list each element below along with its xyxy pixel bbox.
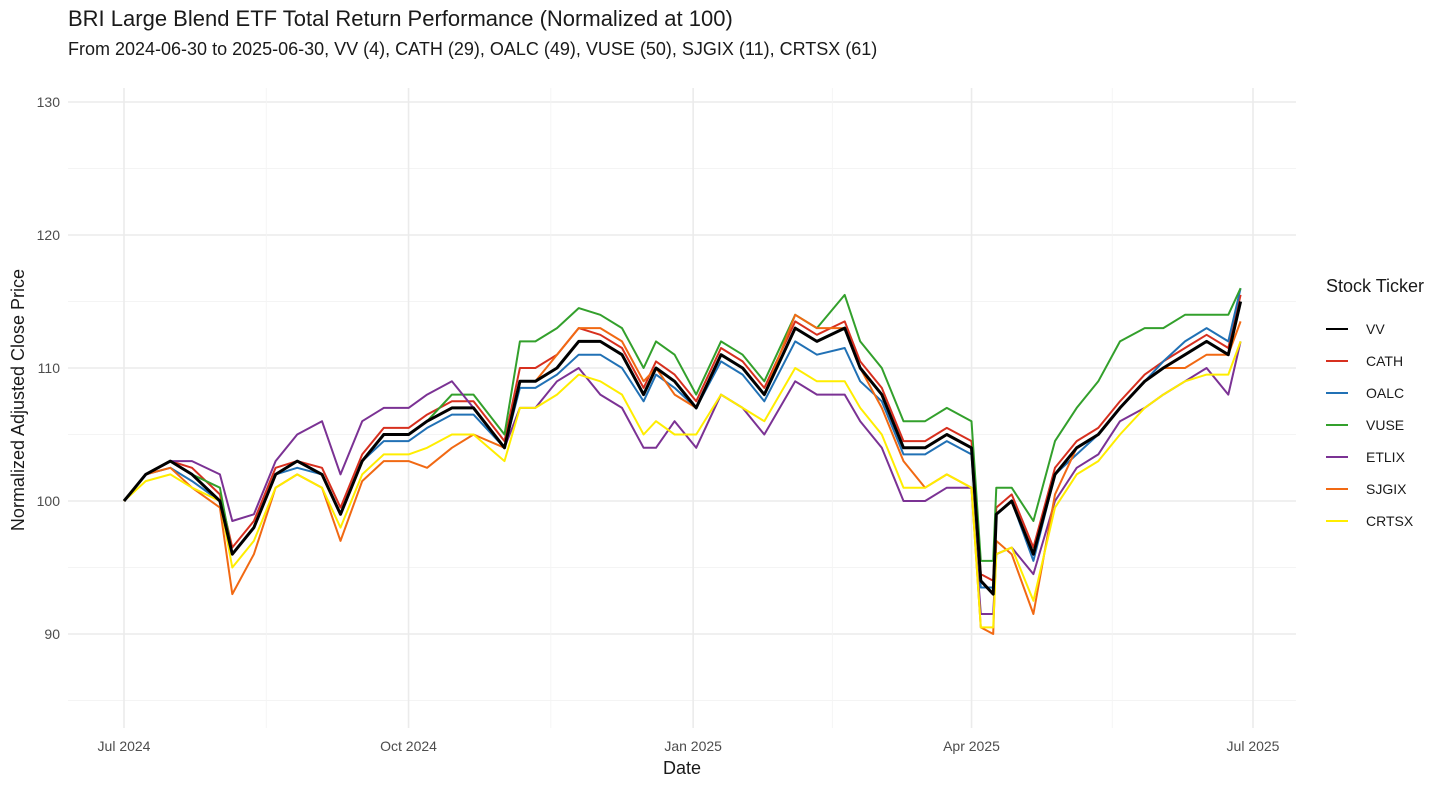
y-tick-label: 130: [37, 94, 61, 110]
legend-item-oalc: OALC: [1326, 377, 1424, 409]
legend-key: [1326, 392, 1348, 394]
legend-title: Stock Ticker: [1326, 276, 1425, 296]
x-tick-label: Apr 2025: [943, 738, 1000, 754]
series-line-oalc: [123, 287, 1242, 589]
legend-item-vv: VV: [1326, 313, 1424, 345]
legend-label: CATH: [1366, 353, 1404, 369]
legend-label: SJGIX: [1366, 481, 1407, 497]
legend-key: [1326, 360, 1348, 362]
legend-key: [1326, 488, 1348, 490]
legend-items: VV CATH OALC VUSE ETLIX SJGIX CRTSX: [1326, 313, 1424, 537]
series-line-vuse: [123, 287, 1242, 562]
x-tick-label: Jul 2024: [98, 738, 151, 754]
legend-label: VV: [1366, 321, 1385, 337]
legend-key: [1326, 424, 1348, 426]
legend-key: [1326, 520, 1348, 522]
x-tick-label: Jan 2025: [664, 738, 722, 754]
legend-item-etlix: ETLIX: [1326, 441, 1424, 473]
y-tick-label: 110: [38, 360, 61, 376]
x-axis-title: Date: [663, 758, 701, 778]
legend-key: [1326, 328, 1348, 330]
grid: [68, 88, 1296, 728]
series-lines: [122, 287, 1243, 635]
series-line-vv: [122, 301, 1243, 596]
legend: Stock Ticker VV CATH OALC VUSE ETLIX SJGIX CRT…: [1326, 276, 1424, 537]
legend-label: CRTSX: [1366, 513, 1414, 529]
legend-label: VUSE: [1366, 417, 1405, 433]
legend-item-cath: CATH: [1326, 345, 1424, 377]
y-tick-label: 100: [37, 493, 61, 509]
series-line-etlix: [123, 341, 1242, 615]
legend-label: OALC: [1366, 385, 1405, 401]
axis-ticks: Jul 2024 Oct 2024 Jan 2025 Apr 2025 Jul 2025…: [37, 94, 1280, 754]
chart-title: BRI Large Blend ETF Total Return Perform…: [68, 6, 733, 31]
y-tick-label: 90: [44, 626, 60, 642]
legend-item-crtsx: CRTSX: [1326, 505, 1424, 537]
y-axis-title: Normalized Adjusted Close Price: [8, 269, 28, 531]
y-tick-label: 120: [37, 227, 61, 243]
legend-item-sjgix: SJGIX: [1326, 473, 1424, 505]
series-line-cath: [123, 294, 1242, 582]
legend-key: [1326, 456, 1348, 458]
legend-label: ETLIX: [1366, 449, 1405, 465]
x-tick-label: Oct 2024: [380, 738, 437, 754]
x-tick-label: Jul 2025: [1227, 738, 1280, 754]
series-line-crtsx: [123, 341, 1242, 629]
legend-item-vuse: VUSE: [1326, 409, 1424, 441]
chart-subtitle: From 2024-06-30 to 2025-06-30, VV (4), C…: [68, 39, 878, 59]
